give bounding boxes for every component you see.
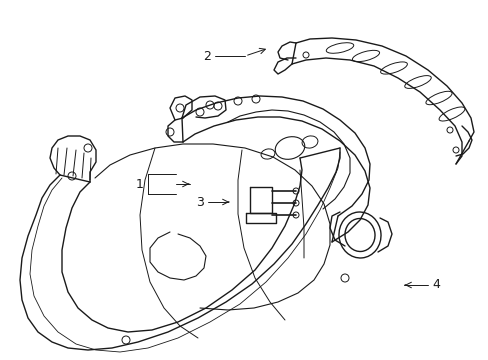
Text: 2: 2 bbox=[203, 49, 210, 63]
Text: 3: 3 bbox=[196, 195, 203, 208]
Text: 1: 1 bbox=[136, 177, 143, 190]
Text: 4: 4 bbox=[431, 279, 439, 292]
